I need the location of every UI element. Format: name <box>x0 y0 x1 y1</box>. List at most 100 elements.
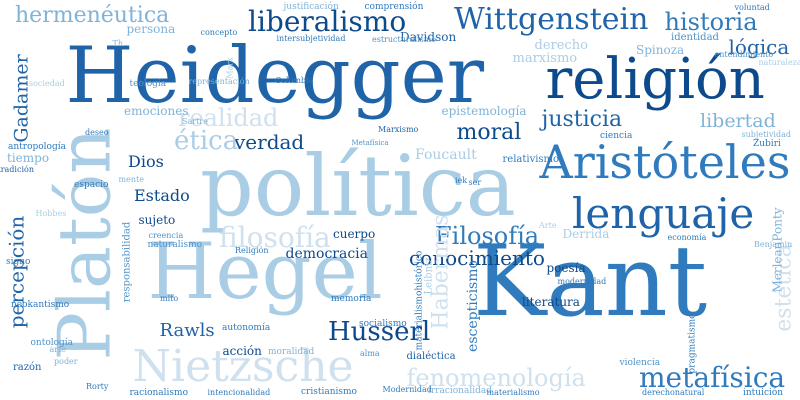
word-derecho: derecho <box>534 37 588 53</box>
word-estado: Estado <box>134 186 190 205</box>
word-espacio: espacio <box>74 179 109 190</box>
word--tica: ética <box>174 126 239 156</box>
word-tradici-n: tradición <box>0 165 34 174</box>
word-escepticismo: escepticismo <box>464 260 481 352</box>
word-pragmatismo: pragmatismo <box>687 312 698 374</box>
word-filosof-a: Filosofía <box>435 222 540 250</box>
word-entendimiento: entendimiento <box>714 50 774 59</box>
word-naturalismo: naturalismo <box>147 239 203 250</box>
word-ser: ser <box>468 178 482 187</box>
word-moral: moral <box>456 120 522 145</box>
word-metaf-sica: Metafísica <box>351 138 389 147</box>
word-cristianismo: cristianismo <box>301 386 357 397</box>
word-raz-n: razón <box>13 362 42 373</box>
word-foucault: Foucault <box>415 147 477 163</box>
word-hermen-utica: hermenéutica <box>15 3 170 28</box>
word-ontolog-a: ontología <box>30 337 74 348</box>
word-marxismo: Marxismo <box>378 125 419 134</box>
word-rorty: Rorty <box>86 382 109 391</box>
word-arte: arte <box>49 345 67 354</box>
word-literatura: literatura <box>522 295 580 309</box>
word-poes-a: poesía <box>546 261 586 275</box>
word-persona: persona <box>126 22 176 36</box>
word-modernidad: modernidad <box>557 277 607 286</box>
word-arist-teles: Aristóteles <box>539 135 791 189</box>
word-intersubjetividad: intersubjetividad <box>276 34 346 43</box>
word-wittgenstein: Wittgenstein <box>454 2 649 37</box>
word-emociones: emociones <box>124 104 189 118</box>
word-percepci-n: percepción <box>3 215 28 329</box>
word-nietzsche: Nietzsche <box>132 341 354 392</box>
word-alma: alma <box>360 349 380 358</box>
word-rawls: Rawls <box>159 320 215 341</box>
word-filosof-a: filosofía <box>219 221 331 254</box>
word-violencia: violencia <box>619 357 661 368</box>
word-responsabilidad: responsabilidad <box>120 221 132 303</box>
word-hegel: Hegel <box>147 227 383 317</box>
word-historia: historia <box>664 8 758 36</box>
word-merleauponty: MerleauPonty <box>770 207 785 293</box>
word-justificaci-n: justificación <box>283 1 339 12</box>
word-ciencia: ciencia <box>600 130 633 141</box>
word-davidson: Davidson <box>400 30 457 44</box>
word-fenomenolog-a: fenomenología <box>406 364 586 392</box>
word-justicia: justicia <box>541 107 623 132</box>
word-sociedad: sociedad <box>29 79 65 88</box>
word-materialismo: materialismo <box>486 388 540 397</box>
word-neokantismo: neokantismo <box>11 299 70 310</box>
word-epistemolog-a: epistemología <box>441 104 527 118</box>
word-mito: mito <box>160 294 179 303</box>
word-poder: poder <box>54 357 78 366</box>
word-plat-n: Platón <box>42 127 127 361</box>
word-dial-ctica: dialéctica <box>406 351 456 362</box>
word-voluntad: voluntad <box>734 3 770 12</box>
word-th: Th <box>112 39 124 48</box>
word-marxismo: marxismo <box>512 50 578 66</box>
word-representaci-n: representación <box>188 77 250 86</box>
word-estructuralismo: estructuralismo <box>372 35 437 44</box>
word-religi-n: religión <box>545 47 765 112</box>
word-conocimiento: conocimiento <box>409 246 545 270</box>
word-moralidad: moralidad <box>268 346 315 357</box>
word-derrida: Derrida <box>562 227 610 241</box>
word-derechonatural: derechonatural <box>642 388 705 397</box>
word-liberalismo: liberalismo <box>248 5 407 38</box>
word-cuerpo: cuerpo <box>333 227 376 241</box>
word-creencia: creencia <box>148 231 184 240</box>
word-leibniz: Leibniz <box>423 257 435 295</box>
word-modernidad: Modernidad <box>382 385 432 394</box>
word-lenguaje: lenguaje <box>572 189 755 238</box>
word-iek: iek <box>455 176 468 185</box>
word-metaf-sica: metafísica <box>639 361 786 394</box>
word-benjamin: Benjamin <box>754 240 793 249</box>
word-pol-tica: política <box>200 137 516 235</box>
word-antropolog-a: antropología <box>8 141 66 152</box>
word-zubiri: Zubiri <box>753 138 781 149</box>
word-democracia: democracia <box>285 246 369 262</box>
word-hobbes: Hobbes <box>35 209 67 218</box>
word-socialismo: socialismo <box>359 318 407 329</box>
word-deseo: deseo <box>85 128 109 137</box>
word-l-gica: lógica <box>728 35 790 59</box>
word-irracionalidad: irracionalidad <box>428 385 492 396</box>
word-dios: Dios <box>128 152 164 171</box>
word-colombia: Colombia <box>275 76 314 85</box>
word-concepto: concepto <box>200 28 238 37</box>
word-econom-a: economía <box>667 233 707 242</box>
word-sujeto: sujeto <box>138 213 176 227</box>
word-tiempo: tiempo <box>7 151 50 165</box>
word-libertad: libertad <box>700 109 776 132</box>
word-identidad: identidad <box>671 32 719 43</box>
word-teolog-a: teología <box>129 78 167 89</box>
word-spinoza: Spinoza <box>636 43 685 57</box>
word-subjetividad: subjetividad <box>741 130 791 139</box>
word-gadamer: Gadamer <box>10 53 33 143</box>
word-sartre: Sartre <box>182 117 208 126</box>
word-relativismo: relativismo <box>502 154 560 165</box>
word-racionalismo: racionalismo <box>129 387 189 398</box>
word-realidad: realidad <box>178 104 279 132</box>
word-acci-n: acción <box>222 344 262 358</box>
word-comprensi-n: comprensión <box>364 1 424 12</box>
word-arte: Arte <box>539 221 557 230</box>
